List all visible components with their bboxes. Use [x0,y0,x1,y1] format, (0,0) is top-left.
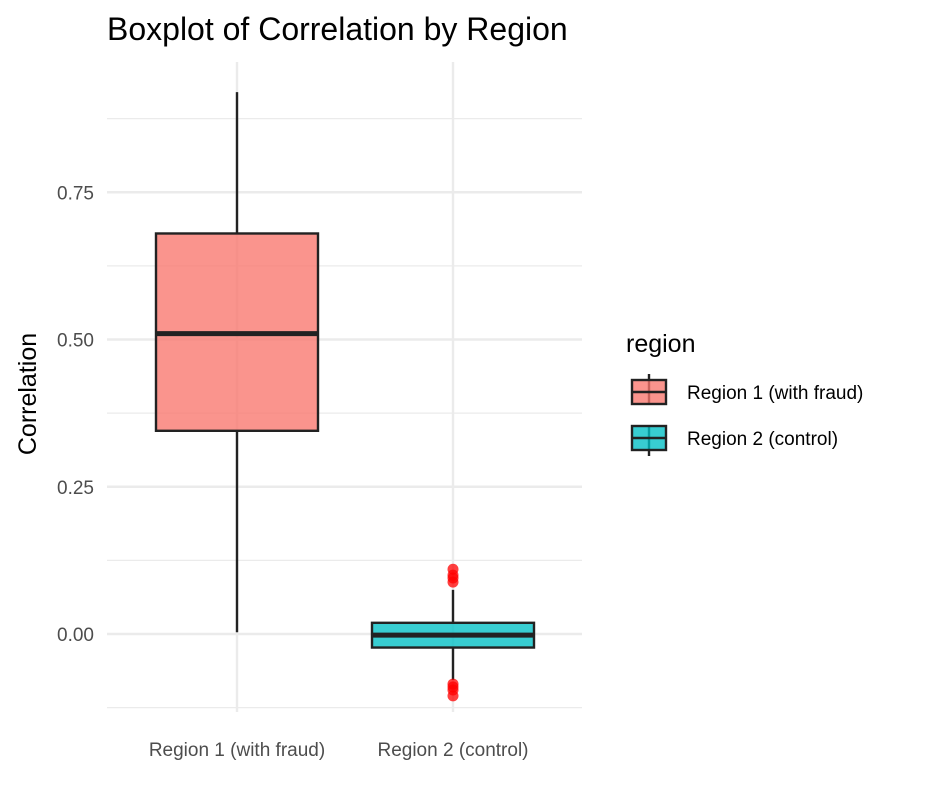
legend-item: Region 1 (with fraud) [630,374,863,406]
y-tick-label: 0.25 [57,478,94,499]
legend-item: Region 2 (control) [630,424,838,456]
legend: region Region 1 (with fraud) Region 2 (co… [626,330,863,456]
x-tick-label: Region 1 (with fraud) [149,740,325,761]
chart-title: Boxplot of Correlation by Region [107,11,568,47]
y-tick-label: 0.00 [57,625,94,646]
outlier-point [447,690,459,702]
y-axis-ticks: 0.00 0.25 0.50 0.75 [57,183,94,646]
y-tick-label: 0.50 [57,331,94,352]
outlier-point [447,576,459,588]
x-axis-ticks: Region 1 (with fraud) Region 2 (control) [149,740,529,761]
legend-label: Region 1 (with fraud) [687,383,863,404]
x-tick-label: Region 2 (control) [377,740,528,761]
boxes [154,92,536,702]
y-axis-title: Correlation [14,333,42,455]
legend-title: region [626,330,696,358]
legend-label: Region 2 (control) [687,429,838,450]
box-group [154,92,320,633]
y-tick-label: 0.75 [57,183,94,204]
box-group [370,563,536,702]
